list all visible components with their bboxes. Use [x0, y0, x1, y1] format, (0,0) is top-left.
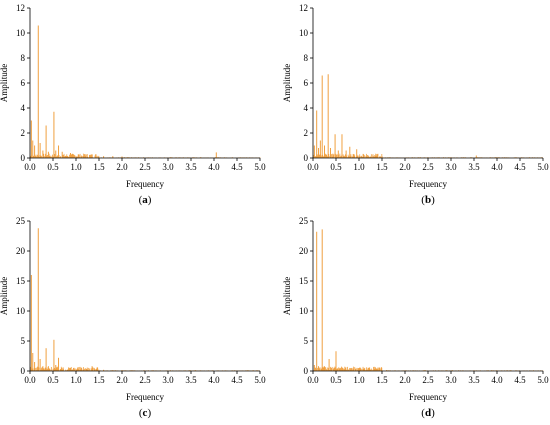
x-tick-label: 2.5 — [139, 375, 151, 385]
x-tick-label: 2.5 — [139, 162, 151, 172]
noise-floor — [313, 153, 544, 158]
y-tick-label: 15 — [299, 276, 309, 286]
y-tick-label: 4 — [21, 103, 26, 113]
x-axis-title: Frequency — [126, 392, 164, 402]
x-axis-title: Frequency — [126, 179, 164, 189]
x-tick-label: 0.5 — [47, 375, 59, 385]
y-tick-label: 25 — [299, 216, 309, 226]
y-tick-label: 12 — [16, 3, 25, 13]
x-tick-label: 5.0 — [537, 162, 549, 172]
x-tick-label: 0.5 — [330, 162, 342, 172]
y-tick-label: 20 — [16, 246, 26, 256]
y-tick-label: 6 — [21, 78, 26, 88]
x-tick-label: 3.0 — [445, 162, 457, 172]
y-tick-label: 2 — [304, 128, 309, 138]
noise-floor — [30, 366, 261, 371]
x-tick-label: 0.5 — [330, 375, 342, 385]
y-tick-label: 5 — [304, 336, 309, 346]
spectrum-series — [313, 74, 477, 158]
x-tick-label: 1.0 — [353, 162, 365, 172]
x-tick-label: 5.0 — [537, 375, 549, 385]
y-tick-label: 25 — [16, 216, 26, 226]
x-axis-title: Frequency — [409, 392, 447, 402]
x-tick-label: 2.5 — [422, 162, 434, 172]
x-tick-label: 1.0 — [70, 375, 82, 385]
y-tick-label: 0 — [21, 153, 26, 163]
x-tick-label: 5.0 — [254, 375, 266, 385]
x-tick-label: 2.5 — [422, 375, 434, 385]
x-tick-label: 3.5 — [185, 375, 197, 385]
x-tick-label: 1.5 — [93, 162, 105, 172]
x-tick-label: 0.0 — [307, 375, 319, 385]
x-tick-label: 4.0 — [208, 375, 220, 385]
x-tick-label: 0.0 — [307, 162, 319, 172]
y-tick-label: 10 — [299, 28, 309, 38]
x-axis-title: Frequency — [409, 179, 447, 189]
x-tick-label: 5.0 — [254, 162, 266, 172]
noise-floor — [313, 366, 544, 371]
y-tick-label: 10 — [16, 306, 26, 316]
x-tick-label: 3.0 — [162, 162, 174, 172]
x-tick-label: 4.5 — [231, 162, 243, 172]
x-tick-label: 3.5 — [185, 162, 197, 172]
x-tick-label: 4.0 — [208, 162, 220, 172]
x-tick-label: 1.0 — [70, 162, 82, 172]
x-tick-label: 0.5 — [47, 162, 59, 172]
x-tick-label: 4.5 — [514, 162, 526, 172]
y-tick-label: 20 — [299, 246, 309, 256]
spectrum-series — [313, 229, 406, 371]
panel-c: 0.0 0.5 1.0 1.5 2.0 2.5 3.0 3.5 4.0 4.5 5.0 0 5 10 15 2… — [0, 216, 266, 419]
x-tick-label: 1.0 — [353, 375, 365, 385]
panel-d: 0.0 0.5 1.0 1.5 2.0 2.5 3.0 3.5 4.0 4.5 5.0 0 5 10 15 2… — [282, 216, 549, 419]
spectrum-series — [30, 228, 123, 371]
y-tick-label: 15 — [16, 276, 26, 286]
y-tick-label: 10 — [16, 28, 26, 38]
x-tick-label: 0.0 — [24, 375, 36, 385]
x-tick-label: 0.0 — [24, 162, 36, 172]
x-tick-label: 2.0 — [116, 375, 128, 385]
y-tick-label: 4 — [304, 103, 309, 113]
x-tick-label: 1.5 — [93, 375, 105, 385]
x-tick-label: 4.0 — [491, 375, 503, 385]
y-tick-label: 0 — [304, 153, 309, 163]
x-tick-label: 2.0 — [116, 162, 128, 172]
x-tick-label: 2.0 — [399, 375, 411, 385]
spectrum-series — [30, 25, 217, 158]
x-tick-label: 1.5 — [376, 162, 388, 172]
y-tick-label: 0 — [304, 366, 309, 376]
panel-label: (d) — [421, 407, 435, 419]
y-tick-label: 2 — [21, 128, 26, 138]
y-tick-label: 10 — [299, 306, 309, 316]
x-tick-label: 3.0 — [445, 375, 457, 385]
x-tick-label: 3.5 — [468, 375, 480, 385]
panel-label: (c) — [139, 407, 152, 419]
panel-a: 0.0 0.5 1.0 1.5 2.0 2.5 3.0 3.5 4.0 4.5 5.0 0 2 4 6 8 10… — [0, 3, 266, 206]
panel-label: (a) — [139, 194, 152, 206]
x-tick-label: 1.5 — [376, 375, 388, 385]
y-tick-label: 12 — [299, 3, 308, 13]
y-tick-label: 8 — [304, 53, 309, 63]
y-axis-title: Amplitude — [282, 277, 292, 316]
y-tick-label: 8 — [21, 53, 26, 63]
x-tick-label: 4.5 — [231, 375, 243, 385]
x-tick-label: 3.0 — [162, 375, 174, 385]
x-tick-label: 4.5 — [514, 375, 526, 385]
y-axis-title: Amplitude — [0, 277, 9, 316]
x-tick-label: 4.0 — [491, 162, 503, 172]
y-tick-label: 0 — [21, 366, 26, 376]
y-axis-title: Amplitude — [282, 64, 292, 103]
panel-label: (b) — [421, 194, 435, 206]
y-tick-label: 6 — [304, 78, 309, 88]
y-axis-title: Amplitude — [0, 64, 9, 103]
x-tick-label: 3.5 — [468, 162, 480, 172]
noise-floor — [30, 153, 261, 158]
x-tick-label: 2.0 — [399, 162, 411, 172]
y-tick-label: 5 — [21, 336, 26, 346]
panel-b: 0.0 0.5 1.0 1.5 2.0 2.5 3.0 3.5 4.0 4.5 5.0 0 2 4 6 8 10… — [282, 3, 549, 206]
